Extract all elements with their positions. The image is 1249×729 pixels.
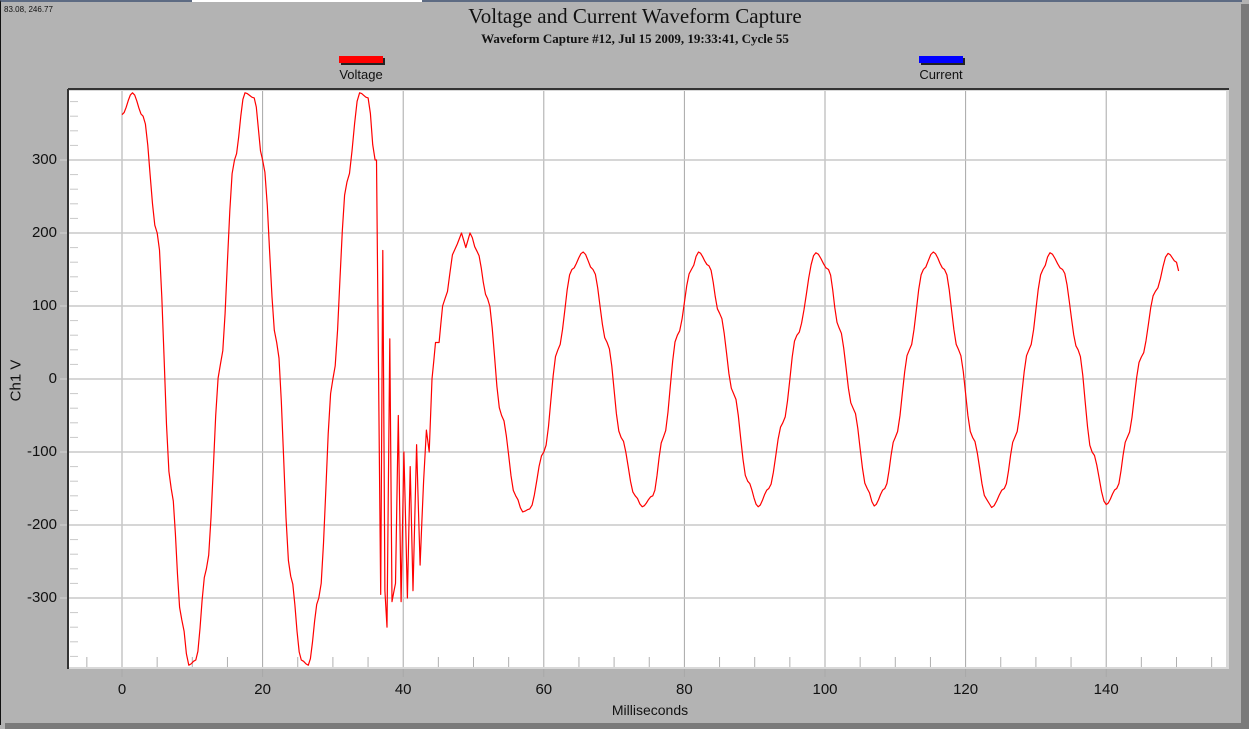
x-tick-label: 0 (117, 681, 127, 698)
x-tick-label: 60 (535, 681, 553, 698)
cursor-coordinates: 83.08, 246.77 (4, 5, 53, 14)
x-tick-label: 120 (953, 681, 979, 698)
chart-title: Voltage and Current Waveform Capture (468, 4, 802, 28)
x-tick-label: 140 (1093, 681, 1119, 698)
legend-swatch-voltage (339, 56, 383, 63)
x-tick-label: 20 (254, 681, 271, 698)
minor-ticks (70, 101, 1213, 667)
chart-subtitle: Waveform Capture #12, Jul 15 2009, 19:33… (481, 31, 789, 46)
legend-swatch-current (919, 56, 963, 63)
x-tick-label: 40 (394, 681, 412, 698)
x-tick-label: 80 (676, 681, 693, 698)
window-shadow-bottom (5, 723, 1249, 729)
voltage-trace (121, 92, 1180, 666)
legend-label-current: Current (919, 67, 963, 82)
legend-label-voltage: Voltage (339, 67, 383, 82)
y-tick-label: -100 (26, 443, 57, 460)
y-tick-label: 300 (31, 151, 57, 168)
window-shadow-right (1241, 4, 1249, 729)
y-tick-label: -300 (26, 589, 57, 606)
y-tick-label: 100 (31, 297, 57, 314)
y-tick-label: 200 (31, 224, 57, 241)
x-axis-label: Milliseconds (611, 702, 689, 718)
grid-lines (60, 91, 1226, 677)
y-tick-label: 0 (48, 370, 57, 387)
legend-item-voltage[interactable]: Voltage (326, 56, 396, 82)
legend-item-current[interactable]: Current (906, 56, 976, 82)
x-tick-label: 100 (812, 681, 838, 698)
window-top-highlight (192, 0, 422, 2)
y-tick-label: -200 (26, 516, 57, 533)
